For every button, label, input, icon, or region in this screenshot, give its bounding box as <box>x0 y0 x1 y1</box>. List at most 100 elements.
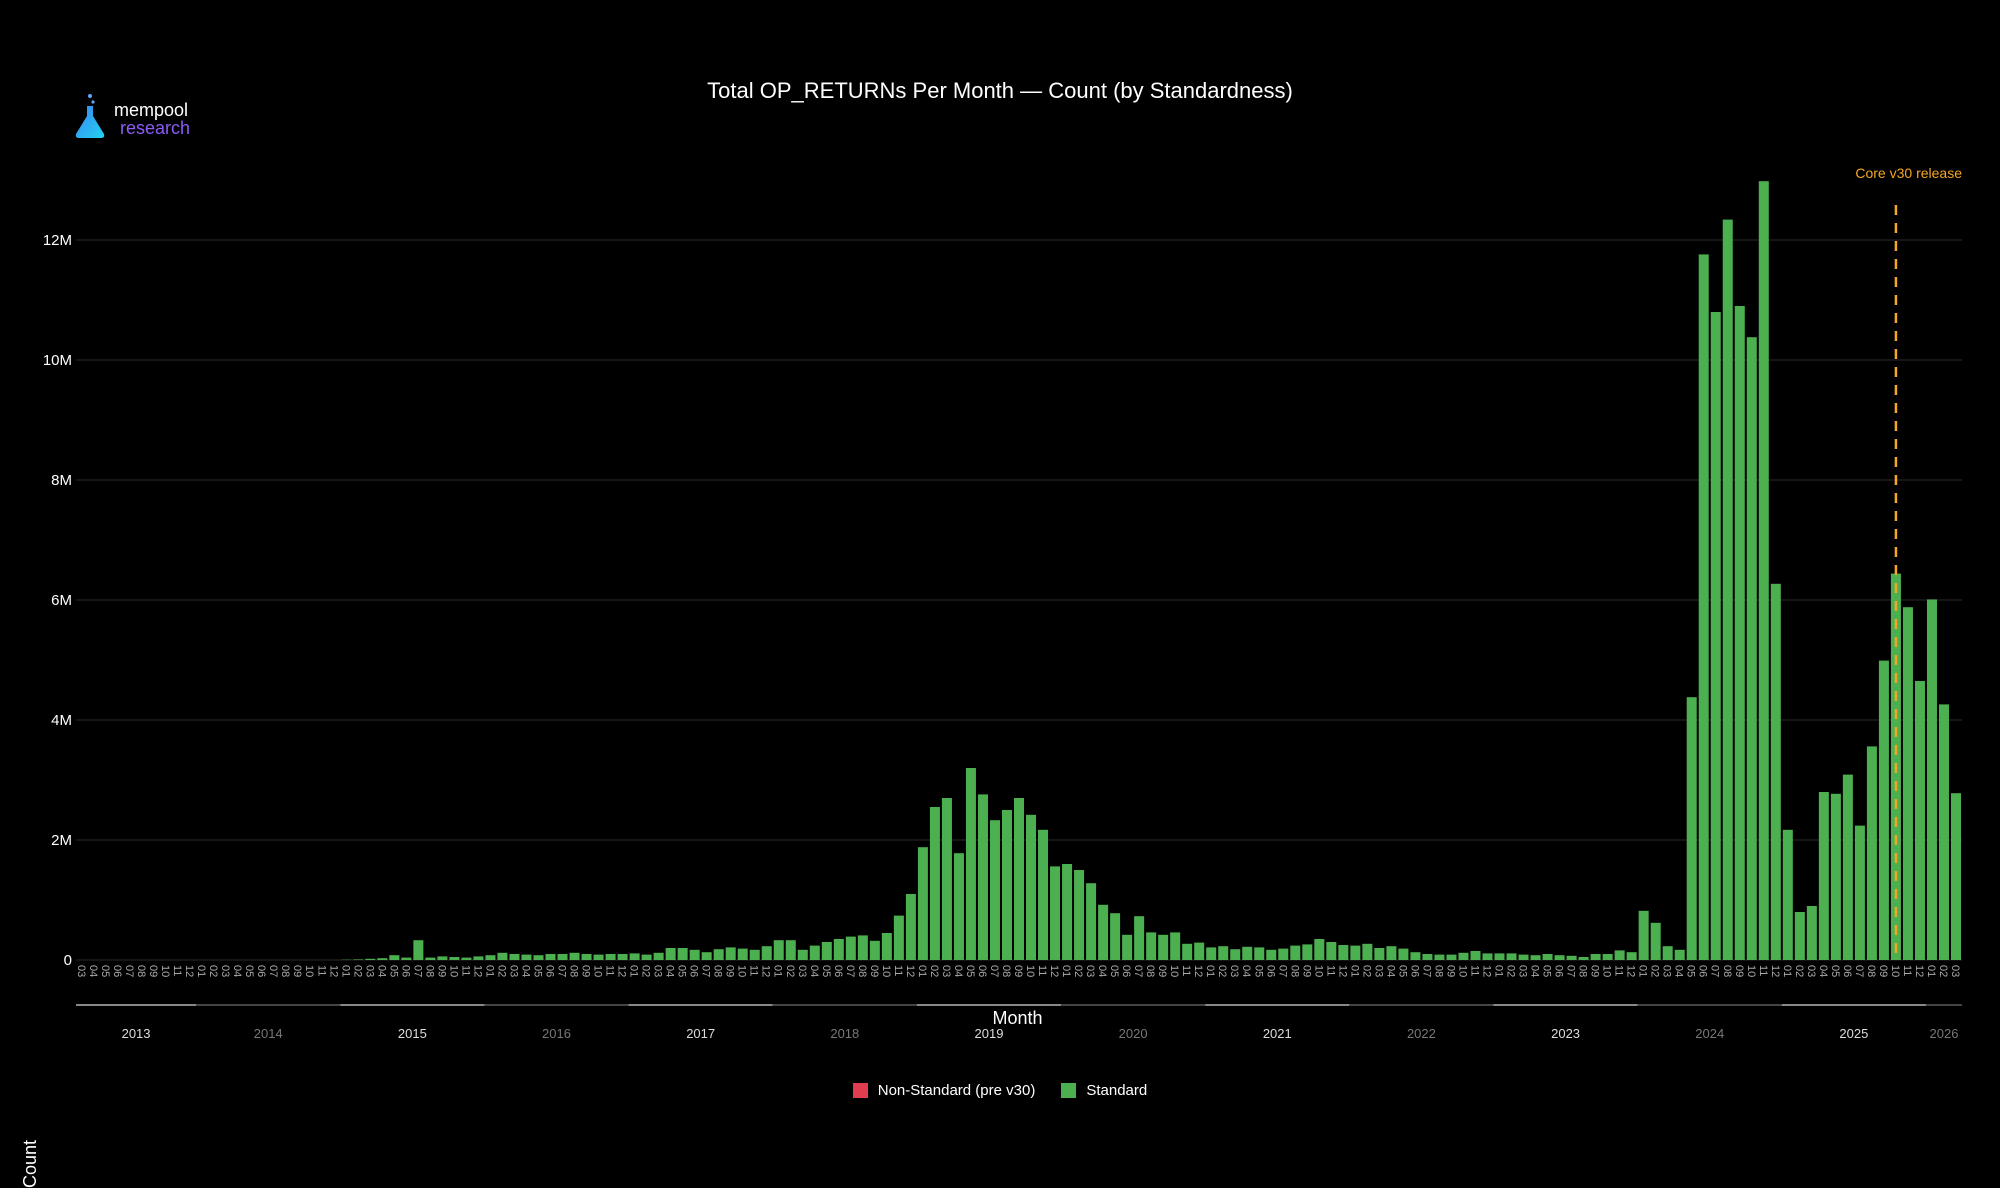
bar <box>449 957 459 960</box>
x-tick-label: 06 <box>544 965 556 977</box>
bar <box>858 935 868 960</box>
bar <box>1495 953 1505 960</box>
bar <box>762 946 772 960</box>
x-tick-label: 08 <box>1432 965 1444 977</box>
x-tick-label: 07 <box>1132 965 1144 977</box>
bar <box>1879 661 1889 960</box>
x-tick-label: 06 <box>1553 965 1565 977</box>
bar <box>1158 935 1168 960</box>
bar <box>413 940 423 960</box>
bar <box>942 798 952 960</box>
y-tick-label: 6M <box>51 592 72 609</box>
bar <box>642 955 652 960</box>
bar <box>1735 306 1745 960</box>
x-tick-label: 11 <box>892 965 904 976</box>
bar <box>1903 607 1913 960</box>
bar <box>401 958 411 960</box>
x-tick-label: 06 <box>832 965 844 977</box>
bar <box>1939 704 1949 960</box>
bar <box>509 954 519 960</box>
year-label: 2013 <box>122 1026 151 1041</box>
x-tick-label: 11 <box>171 965 183 976</box>
release-annotation-label: Core v30 release <box>1855 165 1962 181</box>
bar <box>1807 906 1817 960</box>
bar <box>1014 798 1024 960</box>
bar <box>1627 952 1637 960</box>
x-tick-label: 04 <box>664 965 676 977</box>
x-tick-label: 02 <box>1793 965 1805 977</box>
x-tick-label: 10 <box>736 965 748 977</box>
bar <box>810 946 820 960</box>
x-tick-label: 11 <box>1180 965 1192 976</box>
x-tick-label: 01 <box>1637 965 1649 977</box>
bar <box>558 954 568 960</box>
x-tick-label: 06 <box>1120 965 1132 977</box>
bar <box>1374 948 1384 960</box>
x-tick-label: 03 <box>652 965 664 977</box>
x-tick-label: 01 <box>339 965 351 977</box>
x-tick-label: 05 <box>243 965 255 977</box>
x-tick-label: 03 <box>75 965 87 977</box>
x-tick-label: 10 <box>1601 965 1613 977</box>
x-tick-label: 07 <box>1709 965 1721 977</box>
bar <box>521 955 531 960</box>
x-tick-label: 12 <box>1769 965 1781 977</box>
x-tick-label: 03 <box>1949 965 1961 977</box>
x-tick-label: 04 <box>1384 965 1396 977</box>
bar <box>1795 912 1805 960</box>
x-tick-label: 04 <box>519 965 531 977</box>
x-tick-label: 04 <box>1096 965 1108 977</box>
x-tick-label: 05 <box>1108 965 1120 977</box>
x-tick-label: 07 <box>1565 965 1577 977</box>
x-tick-label: 10 <box>303 965 315 977</box>
x-tick-label: 08 <box>712 965 724 977</box>
x-tick-label: 06 <box>1264 965 1276 977</box>
bar <box>834 939 844 960</box>
bar <box>1759 181 1769 960</box>
bar <box>1230 949 1240 960</box>
bar <box>389 955 399 960</box>
x-tick-label: 07 <box>123 965 135 977</box>
legend-item-nonstandard[interactable]: Non-Standard (pre v30) <box>853 1082 1036 1099</box>
bar <box>1783 830 1793 960</box>
bar <box>1915 681 1925 960</box>
bar <box>1050 866 1060 960</box>
x-tick-label: 05 <box>820 965 832 977</box>
x-tick-label: 02 <box>928 965 940 977</box>
x-tick-label: 03 <box>363 965 375 977</box>
x-tick-label: 07 <box>267 965 279 977</box>
y-tick-label: 0 <box>64 952 72 969</box>
bar <box>1651 923 1661 960</box>
bar <box>1362 944 1372 960</box>
x-tick-label: 05 <box>99 965 111 977</box>
bar <box>353 959 363 960</box>
x-tick-label: 07 <box>1420 965 1432 977</box>
bar <box>1386 946 1396 960</box>
bar <box>1314 939 1324 960</box>
x-tick-label: 01 <box>1060 965 1072 977</box>
x-tick-label: 11 <box>1468 965 1480 976</box>
x-tick-label: 08 <box>135 965 147 977</box>
bar <box>990 820 1000 960</box>
bar <box>473 956 483 960</box>
y-axis-label: Count <box>20 1140 41 1188</box>
x-tick-label: 10 <box>1889 965 1901 977</box>
x-tick-label: 06 <box>111 965 123 977</box>
bar <box>930 807 940 960</box>
bar <box>606 954 616 960</box>
bar <box>1687 697 1697 960</box>
bar <box>1350 946 1360 960</box>
x-tick-label: 01 <box>1204 965 1216 977</box>
x-tick-label: 10 <box>1312 965 1324 977</box>
x-tick-label: 07 <box>556 965 568 977</box>
x-tick-label: 02 <box>1072 965 1084 977</box>
bar <box>1531 955 1541 960</box>
year-label: 2017 <box>686 1026 715 1041</box>
legend-label-nonstandard: Non-Standard (pre v30) <box>878 1082 1036 1099</box>
x-tick-label: 09 <box>1444 965 1456 977</box>
y-tick-label: 8M <box>51 472 72 489</box>
x-tick-label: 04 <box>87 965 99 977</box>
legend-item-standard[interactable]: Standard <box>1061 1082 1147 1099</box>
x-tick-label: 09 <box>868 965 880 977</box>
